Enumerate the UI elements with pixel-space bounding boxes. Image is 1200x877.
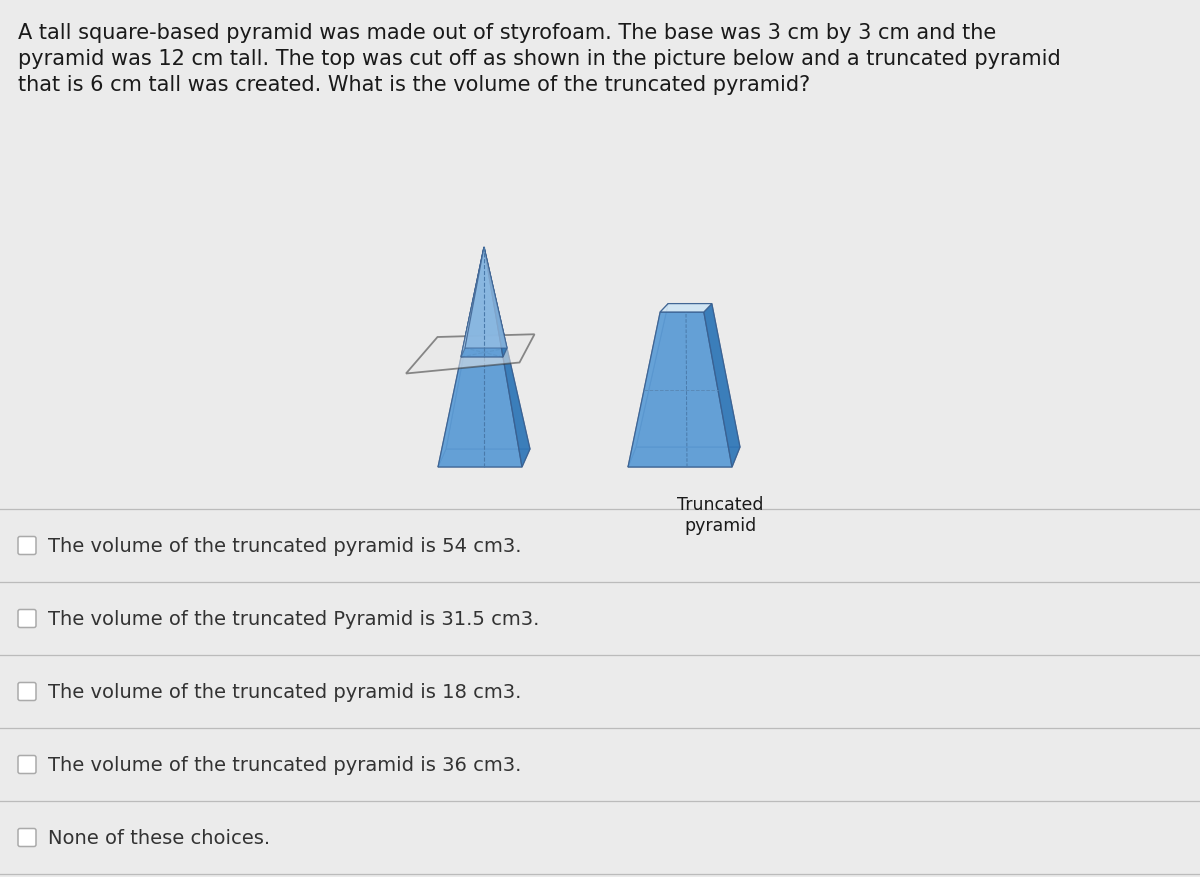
Text: The volume of the truncated Pyramid is 31.5 cm3.: The volume of the truncated Pyramid is 3… (48, 610, 539, 628)
Text: that is 6 cm tall was created. What is the volume of the truncated pyramid?: that is 6 cm tall was created. What is t… (18, 75, 810, 95)
Text: The volume of the truncated pyramid is 18 cm3.: The volume of the truncated pyramid is 1… (48, 682, 521, 702)
Text: A tall square-based pyramid was made out of styrofoam. The base was 3 cm by 3 cm: A tall square-based pyramid was made out… (18, 23, 996, 43)
Polygon shape (446, 247, 530, 450)
Polygon shape (628, 304, 668, 467)
Polygon shape (461, 247, 484, 358)
FancyBboxPatch shape (18, 829, 36, 846)
Text: Truncated
pyramid: Truncated pyramid (677, 496, 763, 534)
Polygon shape (636, 304, 740, 447)
Polygon shape (466, 247, 508, 348)
Polygon shape (484, 247, 530, 467)
Text: pyramid was 12 cm tall. The top was cut off as shown in the picture below and a : pyramid was 12 cm tall. The top was cut … (18, 49, 1061, 69)
FancyBboxPatch shape (18, 537, 36, 555)
Polygon shape (438, 450, 530, 467)
Polygon shape (438, 247, 522, 467)
FancyBboxPatch shape (18, 610, 36, 628)
Text: The volume of the truncated pyramid is 36 cm3.: The volume of the truncated pyramid is 3… (48, 755, 521, 774)
FancyBboxPatch shape (18, 756, 36, 774)
Polygon shape (438, 247, 484, 467)
Polygon shape (484, 247, 508, 358)
FancyBboxPatch shape (18, 682, 36, 701)
Polygon shape (461, 247, 503, 358)
Polygon shape (628, 312, 732, 467)
Polygon shape (628, 447, 740, 467)
Text: The volume of the truncated pyramid is 54 cm3.: The volume of the truncated pyramid is 5… (48, 537, 522, 555)
Polygon shape (704, 304, 740, 467)
Polygon shape (660, 304, 712, 312)
Text: None of these choices.: None of these choices. (48, 828, 270, 847)
Polygon shape (406, 335, 534, 374)
